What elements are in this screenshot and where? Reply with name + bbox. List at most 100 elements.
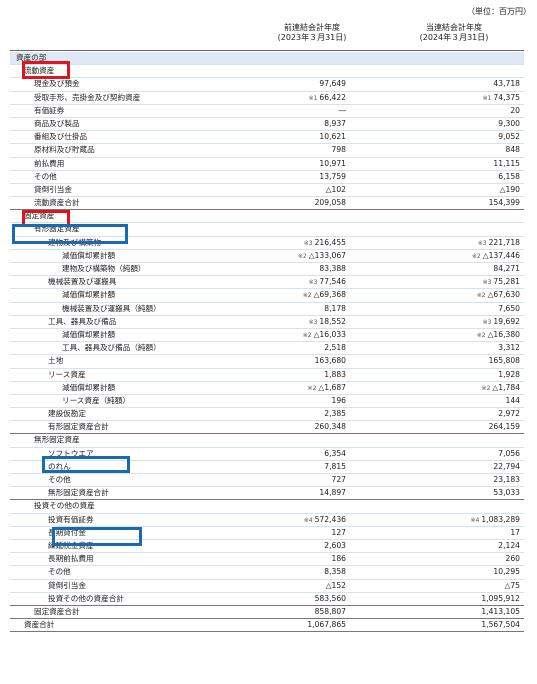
table-row: その他 13,759 6,158 (10, 171, 524, 184)
row-label: のれん (48, 461, 71, 471)
prior-value: 2,518 (226, 342, 346, 354)
current-value: 165,808 (400, 355, 520, 367)
current-value: ※2 △16,380 (400, 329, 520, 342)
prior-amount: △1,687 (318, 382, 346, 392)
prior-amount: 83,388 (319, 264, 346, 273)
prior-amount: 6,354 (324, 448, 346, 458)
current-value: ※2 △67,630 (400, 289, 520, 302)
current-note: ※3 (477, 239, 487, 247)
table-row: 流動資産合計 209,058 154,399 (10, 197, 524, 211)
row-label: 資産合計 (24, 620, 55, 630)
row-label: 繰延税金資産 (48, 540, 94, 550)
row-label: 工具、器具及び備品 (48, 316, 117, 326)
table-row: 商品及び製品 8,937 9,300 (10, 118, 524, 132)
prior-amount: △16,033 (313, 329, 346, 339)
current-value: ※3 221,718 (400, 237, 520, 250)
prior-value: 127 (226, 527, 347, 539)
current-value: 6,158 (400, 171, 520, 183)
current-value: ※3 75,281 (400, 276, 520, 289)
prior-value: ※2 △133,067 (226, 250, 346, 263)
table-row: 投資その他の資産合計 583,560 1,095,912 (10, 593, 524, 606)
prior-amount: 8,178 (324, 303, 346, 313)
prior-value: 8,937 (226, 118, 346, 130)
row-label: 減価償却累計額 (62, 290, 116, 300)
current-value: 1,928 (400, 369, 520, 381)
prior-amount: 8,358 (324, 567, 346, 577)
current-amount: △190 (499, 184, 520, 194)
prior-value: △152 (226, 580, 346, 592)
prior-amount: 97,649 (319, 79, 346, 89)
prior-amount: △152 (325, 580, 346, 590)
prior-value: 7,815 (226, 461, 346, 473)
prior-amount: 77,546 (319, 277, 346, 287)
table-row: 番組及び仕掛品 10,621 9,052 (10, 131, 524, 145)
row-label: 減価償却累計額 (62, 329, 116, 339)
prior-value: 8,358 (226, 566, 346, 578)
current-amount: 23,183 (493, 475, 520, 484)
current-value: 264,159 (400, 421, 520, 433)
row-label: 無形固定資産合計 (48, 488, 109, 498)
current-amount: 1,413,105 (481, 606, 520, 616)
current-amount: 264,159 (488, 422, 520, 432)
prior-value: 14,897 (226, 487, 346, 499)
prior-value: 8,178 (226, 303, 346, 315)
prior-value: 10,971 (226, 158, 346, 170)
row-label: 有形固定資産 (34, 224, 80, 234)
table-row: 貸倒引当金 △102 △190 (10, 184, 524, 198)
current-amount: △1,784 (492, 382, 520, 392)
table-row: 受取手形、売掛金及び契約資産 ※1 66,422 ※1 74,375 (10, 92, 524, 105)
current-value: ※4 1,083,289 (400, 514, 520, 527)
row-label: 現金及び預金 (34, 79, 80, 89)
current-note: ※2 (471, 252, 481, 260)
row-label: 番組及び仕掛品 (34, 132, 88, 142)
prior-note: ※2 (297, 252, 307, 260)
unit-label: （単位：百万円） (467, 7, 531, 16)
current-value: 2,124 (400, 540, 520, 552)
prior-value: 583,560 (226, 593, 346, 605)
row-label: 投資有価証券 (48, 514, 94, 524)
prior-value: 97,649 (226, 78, 346, 90)
current-amount: 1,083,289 (481, 514, 520, 524)
current-amount: 75,281 (493, 277, 520, 287)
current-value: 848 (400, 144, 521, 156)
row-label: 機械装置及び運搬具 (48, 277, 117, 287)
prior-amount: 14,897 (319, 488, 346, 498)
table-row: 資産の部 (10, 52, 524, 66)
row-label: 長期貸付金 (48, 527, 86, 537)
prior-value: 1,067,865 (226, 619, 346, 631)
row-label: 商品及び製品 (34, 118, 80, 128)
current-amount: 1,928 (498, 369, 520, 379)
current-value: 7,056 (400, 448, 520, 460)
row-label: 投資その他の資産合計 (48, 593, 124, 603)
current-amount: 22,794 (493, 461, 520, 471)
prior-value: 798 (226, 144, 347, 156)
prior-value: ※1 66,422 (226, 92, 346, 105)
row-label: 工具、器具及び備品（純額） (62, 343, 161, 353)
current-value: 2,972 (400, 408, 520, 420)
table-header: 前連結会計年度 (2023年３月31日) 当連結会計年度 (2024年３月31日… (10, 20, 524, 51)
table-row: 有形固定資産 (10, 223, 524, 237)
current-year-header: 当連結会計年度 (2024年３月31日) (384, 23, 524, 43)
current-amount: 2,972 (498, 409, 520, 419)
prior-value: △102 (226, 184, 346, 196)
row-label: 原材料及び貯蔵品 (34, 145, 95, 155)
table-row: 土地 163,680 165,808 (10, 355, 524, 369)
balance-sheet-table: 資産の部 流動資産 現金及び預金 97,649 43,718 受取手形、売掛金及び契約資産… (10, 52, 524, 633)
row-label: 前払費用 (34, 158, 65, 168)
prior-amount: 216,455 (314, 237, 346, 247)
row-label: 受取手形、売掛金及び契約資産 (34, 92, 141, 102)
prior-amount: 13,759 (319, 171, 346, 181)
prior-amount: 2,385 (324, 409, 346, 419)
prior-value: ― (226, 105, 346, 117)
current-note: ※2 (476, 292, 486, 300)
current-amount: 848 (505, 145, 521, 155)
row-label: 資産の部 (16, 53, 47, 62)
prior-note: ※3 (308, 318, 318, 326)
prior-amount: △102 (325, 184, 346, 194)
table-row: 機械装置及び運搬具 ※3 77,546 ※3 75,281 (10, 276, 524, 290)
row-label: リース資産（純額） (62, 395, 130, 405)
table-row: 原材料及び貯蔵品 798 848 (10, 144, 524, 158)
current-amount: 10,295 (493, 567, 520, 577)
prior-note: ※2 (302, 292, 312, 300)
current-amount: 53,033 (493, 488, 520, 498)
